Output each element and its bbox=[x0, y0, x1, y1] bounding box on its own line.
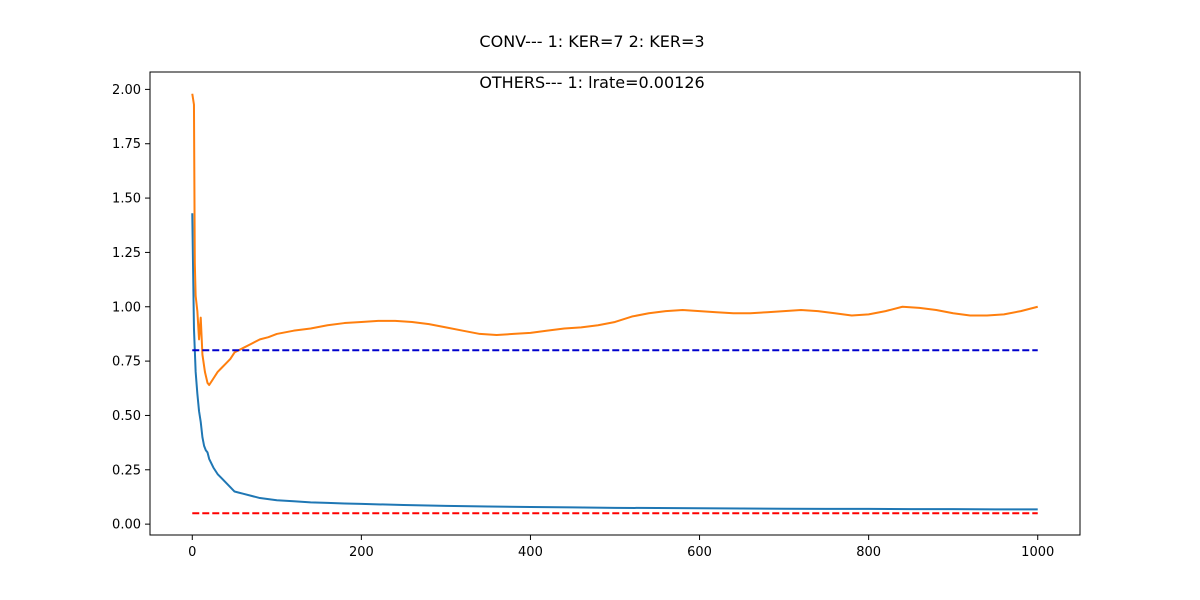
x-tick-label: 1000 bbox=[1021, 545, 1054, 560]
series-line-2 bbox=[191, 93, 1038, 387]
x-axis: 0 200 400 600 800 1000 bbox=[188, 535, 1054, 560]
y-tick-label: 1.75 bbox=[112, 137, 141, 152]
x-tick-label: 0 bbox=[188, 545, 196, 560]
series-layer bbox=[191, 93, 1038, 515]
x-tick-label: 800 bbox=[856, 545, 881, 560]
chart-subtitle: OTHERS--- 1: lrate=0.00126 bbox=[479, 73, 704, 92]
x-tick-label: 200 bbox=[349, 545, 374, 560]
chart-title: CONV--- 1: KER=7 2: KER=3 bbox=[479, 32, 704, 51]
x-tick-label: 400 bbox=[518, 545, 543, 560]
y-axis: 0.00 0.25 0.50 0.75 1.00 1.25 1.50 1.75 2.00 bbox=[112, 83, 150, 533]
plot-frame bbox=[149, 71, 1081, 536]
x-tick-label: 600 bbox=[687, 545, 712, 560]
y-tick-label: 1.25 bbox=[112, 246, 141, 261]
series-line-1 bbox=[191, 213, 1038, 511]
y-tick-label: 0.00 bbox=[112, 518, 141, 533]
y-tick-label: 2.00 bbox=[112, 83, 141, 98]
y-tick-label: 1.00 bbox=[112, 300, 141, 315]
y-tick-label: 0.25 bbox=[112, 463, 141, 478]
y-tick-label: 1.50 bbox=[112, 192, 141, 207]
y-tick-label: 0.50 bbox=[112, 409, 141, 424]
y-tick-label: 0.75 bbox=[112, 355, 141, 370]
